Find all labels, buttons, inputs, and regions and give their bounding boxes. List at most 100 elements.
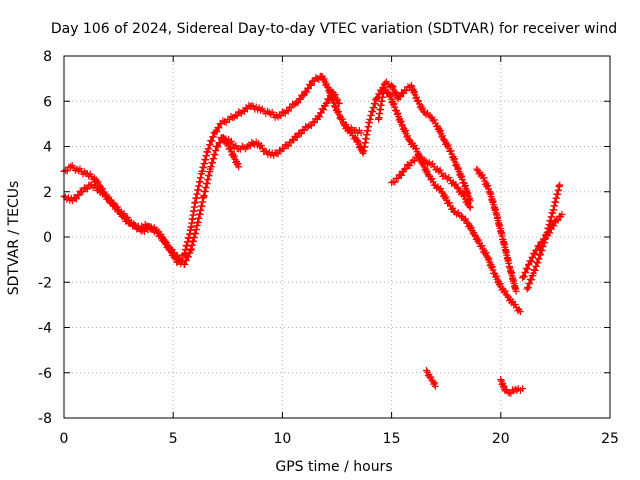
data-point — [307, 81, 315, 89]
data-point — [445, 199, 453, 207]
data-point — [431, 379, 439, 387]
x-tick-label: 20 — [492, 431, 510, 447]
data-point — [428, 175, 436, 183]
data-point — [94, 178, 102, 186]
data-point — [391, 103, 399, 111]
data-point — [412, 153, 420, 161]
y-tick-label: -6 — [38, 366, 52, 382]
data-point — [450, 155, 458, 163]
data-point — [461, 215, 469, 223]
data-point — [161, 237, 169, 245]
data-point — [496, 279, 504, 287]
y-tick-label: -8 — [38, 411, 52, 427]
data-point — [214, 143, 222, 151]
data-point — [372, 95, 380, 103]
data-point — [512, 287, 520, 295]
satellite-track-c — [217, 88, 343, 160]
data-point — [320, 75, 328, 83]
data-point — [488, 263, 496, 271]
data-point — [303, 88, 311, 96]
data-point — [331, 102, 339, 110]
data-point — [501, 287, 509, 295]
data-point — [412, 144, 420, 152]
data-point — [489, 266, 497, 274]
data-point — [550, 222, 558, 230]
y-tick-label: -4 — [38, 321, 52, 337]
satellite-track-g — [473, 165, 520, 295]
data-point — [181, 260, 189, 268]
data-point — [444, 141, 452, 149]
data-point — [412, 93, 420, 101]
data-point — [436, 166, 444, 174]
data-point — [423, 366, 431, 374]
data-point — [519, 385, 527, 393]
data-point — [430, 116, 438, 124]
data-point — [331, 91, 339, 99]
y-tick-label: 0 — [43, 230, 52, 246]
satellite-track-k — [497, 376, 527, 397]
y-tick-label: 4 — [43, 140, 52, 156]
data-point — [519, 274, 527, 282]
data-point — [453, 183, 461, 191]
data-point — [335, 100, 343, 108]
data-point — [475, 236, 483, 244]
data-point — [167, 245, 175, 253]
data-point — [147, 224, 155, 232]
data-point — [411, 88, 419, 96]
data-point — [454, 164, 462, 172]
data-point — [62, 166, 70, 174]
data-point — [423, 167, 431, 175]
data-point — [402, 87, 410, 95]
satellite-track-e — [374, 78, 474, 205]
data-point — [157, 230, 165, 238]
data-point — [334, 96, 342, 104]
data-point — [556, 181, 564, 189]
data-point — [397, 117, 405, 125]
data-point — [182, 257, 190, 265]
data-point — [482, 249, 490, 257]
data-point — [63, 167, 71, 175]
data-point — [114, 203, 122, 211]
data-point — [235, 163, 243, 171]
data-point — [83, 185, 91, 193]
data-point — [357, 129, 365, 137]
satellite-track-j — [423, 366, 439, 390]
data-point — [397, 171, 405, 179]
data-point — [316, 113, 324, 121]
data-point — [478, 242, 486, 250]
data-point — [409, 156, 417, 164]
data-point — [465, 199, 473, 207]
x-tick-label: 25 — [601, 431, 619, 447]
satellite-track-d — [340, 83, 524, 316]
data-point — [208, 137, 216, 145]
satellite-track-i — [523, 181, 564, 293]
data-point — [524, 284, 532, 292]
data-point — [527, 257, 535, 265]
data-point — [484, 185, 492, 193]
data-point — [347, 128, 355, 136]
data-point — [407, 81, 415, 89]
data-point — [213, 128, 221, 136]
data-point — [516, 308, 524, 316]
chart-title: Day 106 of 2024, Sidereal Day-to-day VTE… — [51, 21, 617, 37]
data-point — [524, 265, 532, 273]
data-point — [431, 382, 439, 390]
data-point — [492, 272, 500, 280]
data-point — [396, 93, 404, 101]
data-point — [458, 176, 466, 184]
data-point — [460, 192, 468, 200]
y-axis-label: SDTVAR / TECUs — [6, 181, 22, 296]
data-point — [205, 145, 213, 153]
x-axis-label: GPS time / hours — [275, 459, 392, 475]
data-point — [299, 92, 307, 100]
data-point — [427, 373, 435, 381]
data-point — [389, 83, 397, 91]
data-point — [500, 382, 508, 390]
data-point — [227, 112, 235, 120]
data-point — [401, 126, 409, 134]
data-point — [215, 124, 223, 132]
x-tick-label: 5 — [169, 431, 178, 447]
data-point — [110, 199, 118, 207]
data-point — [529, 254, 537, 262]
data-point — [234, 160, 242, 168]
